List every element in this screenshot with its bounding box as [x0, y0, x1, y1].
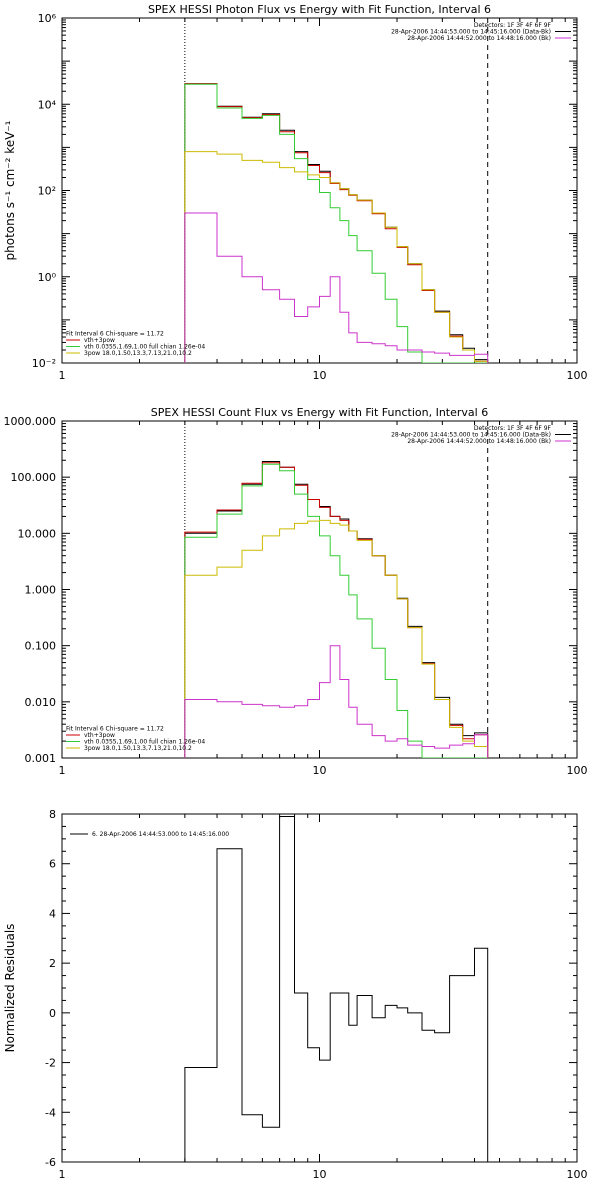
- bottom-legend-text: vth+3pow: [84, 337, 115, 344]
- top-legend-text: 28-Apr-2006 14:44:53.000 to 14:45:16.000…: [391, 29, 551, 36]
- bottom-legend-text: 3pow 18.0,1.50,13.3,7.13,21.0,10.2: [84, 350, 192, 357]
- y-tick-label: 1000.000: [4, 415, 57, 428]
- y-tick-label: 2: [49, 957, 56, 970]
- series-data-bk: [184, 83, 489, 363]
- y-tick-label: 10⁶: [38, 12, 57, 25]
- bottom-legend-text: 3pow 18.0,1.50,13.3,7.13,21.0,10.2: [84, 745, 192, 752]
- top-legend-text: 28-Apr-2006 14:44:53.000 to 14:45:16.000…: [391, 432, 551, 439]
- x-tick-label: 10: [313, 1168, 327, 1181]
- x-tick-label: 100: [567, 764, 588, 777]
- y-tick-label: 100.000: [11, 471, 57, 484]
- series-6-28-apr-2006-14-44-53-000-to-14-45-16-000: [184, 816, 489, 1162]
- series-vth-3pow: [184, 83, 489, 363]
- plot-frame: [61, 420, 578, 759]
- y-tick-label: 10⁰: [38, 271, 57, 284]
- bottom-legend-text: vth 0.0355,1.69,1.00 full chian 1.26e-04: [84, 344, 205, 351]
- y-tick-label: 0.010: [25, 696, 57, 709]
- bottom-legend-text: Fit Interval 6 Chi-square = 11.72: [66, 331, 164, 338]
- series-3pow: [184, 151, 489, 363]
- y-axis-label: photons s⁻¹ cm⁻² keV⁻¹: [3, 120, 17, 260]
- series-vth: [184, 83, 488, 363]
- x-tick-label: 100: [567, 1168, 588, 1181]
- bottom-legend-text: vth 0.0355,1.69,1.00 full chian 1.26e-04: [84, 739, 205, 746]
- y-axis-label: Normalized Residuals: [3, 924, 17, 1053]
- chart-title: SPEX HESSI Count Flux vs Energy with Fit…: [151, 406, 488, 419]
- chart-3: 1 10 100 -6 -4 -2 0 2 4 6 8 Normalized Residuals 6. …: [3, 808, 588, 1181]
- x-tick-label: 1: [59, 1168, 66, 1181]
- y-tick-label: 8: [49, 808, 56, 821]
- top-legend-text: Detectors: 1F 3F 4F 6F 9F: [474, 22, 552, 29]
- y-tick-label: 10²: [38, 185, 56, 198]
- plot-frame: [61, 813, 578, 1163]
- y-tick-label: 1.000: [25, 584, 57, 597]
- bottom-legend-text: vth+3pow: [84, 732, 115, 739]
- y-tick-label: 10⁴: [38, 98, 57, 111]
- x-tick-label: 10: [313, 764, 327, 777]
- series-group: [184, 83, 489, 363]
- chart-2: SPEX HESSI Count Flux vs Energy with Fit…: [4, 406, 588, 777]
- chart-1: SPEX HESSI Photon Flux vs Energy with Fi…: [3, 3, 588, 382]
- top-legend-text: 28-Apr-2006 14:44:52.000 to 14:48:16.000…: [407, 35, 551, 42]
- x-tick-label: 1: [59, 764, 66, 777]
- chart-title: SPEX HESSI Photon Flux vs Energy with Fi…: [148, 3, 491, 16]
- top-legend-text: Detectors: 1F 3F 4F 6F 9F: [474, 425, 552, 432]
- series-3pow: [184, 519, 489, 758]
- series-vth: [184, 463, 488, 758]
- y-tick-label: 10⁻²: [32, 357, 56, 370]
- y-tick-label: -2: [45, 1057, 56, 1070]
- series-group: [184, 816, 489, 1162]
- series-bk: [184, 212, 489, 363]
- y-tick-label: 4: [49, 907, 56, 920]
- series-vth-3pow: [184, 462, 489, 758]
- bottom-legend-text: Fit Interval 6 Chi-square = 11.72: [66, 726, 164, 733]
- y-tick-label: -4: [45, 1106, 56, 1119]
- top-legend-text: 28-Apr-2006 14:44:52.000 to 14:48:16.000…: [407, 438, 551, 445]
- y-tick-label: 6: [49, 858, 56, 871]
- x-tick-label: 10: [313, 369, 327, 382]
- series-data-bk: [184, 461, 489, 758]
- y-tick-label: 0: [49, 1007, 56, 1020]
- series-group: [184, 461, 489, 758]
- legend-text: 6. 28-Apr-2006 14:44:53.000 to 14:45:16.…: [92, 831, 229, 838]
- series-bk: [184, 645, 489, 758]
- y-tick-label: 10.000: [18, 527, 57, 540]
- y-tick-label: -6: [45, 1156, 56, 1169]
- y-tick-label: 0.100: [25, 640, 57, 653]
- x-tick-label: 100: [567, 369, 588, 382]
- y-tick-label: 0.001: [25, 752, 57, 765]
- x-tick-label: 1: [59, 369, 66, 382]
